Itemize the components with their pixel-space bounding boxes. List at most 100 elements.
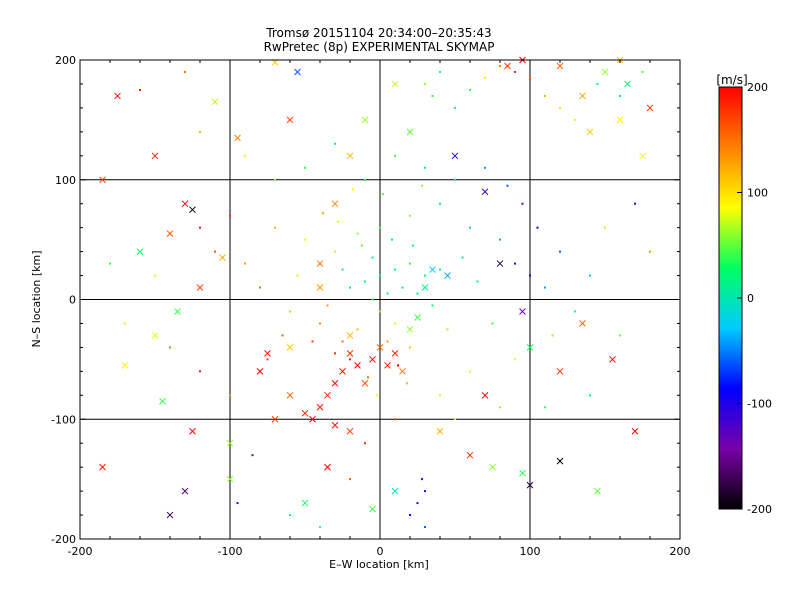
data-point-dot bbox=[499, 64, 501, 67]
data-point-dot bbox=[499, 406, 501, 409]
data-point-stroke bbox=[166, 230, 174, 237]
data-point-dot bbox=[641, 70, 644, 73]
data-point-stroke bbox=[429, 266, 436, 273]
data-point-x bbox=[579, 92, 586, 100]
data-point-dot bbox=[514, 262, 516, 265]
data-point-stroke bbox=[609, 356, 616, 363]
data-point-stroke bbox=[504, 62, 511, 70]
data-point-dot bbox=[319, 526, 321, 529]
data-point-x bbox=[189, 206, 196, 214]
data-point-x bbox=[234, 134, 241, 142]
data-point-dot bbox=[439, 70, 441, 73]
data-point-stroke bbox=[219, 254, 226, 261]
data-point-x bbox=[151, 332, 159, 339]
data-point-stroke bbox=[316, 260, 324, 267]
data-point-dot bbox=[484, 166, 486, 169]
data-point-x bbox=[226, 475, 234, 483]
data-point-stroke bbox=[519, 308, 526, 315]
data-point-x bbox=[211, 98, 219, 106]
data-point-dot bbox=[341, 340, 344, 343]
data-point-dot bbox=[421, 478, 423, 481]
data-point-stroke bbox=[346, 332, 354, 339]
data-point-dot bbox=[589, 394, 591, 397]
data-point-stroke bbox=[151, 152, 159, 160]
data-point-stroke bbox=[324, 463, 331, 471]
data-point-stroke bbox=[406, 326, 414, 333]
data-point-x bbox=[114, 92, 121, 100]
data-point-stroke bbox=[436, 427, 444, 435]
data-point-dot bbox=[349, 358, 351, 361]
data-point-x bbox=[361, 116, 369, 124]
y-tick-label: 0 bbox=[69, 294, 76, 307]
x-tick-label: -200 bbox=[68, 545, 93, 558]
data-point-dot bbox=[334, 142, 336, 145]
data-point-x bbox=[196, 284, 204, 291]
data-point-dot bbox=[397, 364, 399, 367]
chart-subtitle: RwPretec (8p) EXPERIMENTAL SKYMAP bbox=[264, 40, 495, 54]
data-point-x bbox=[556, 457, 564, 465]
data-point-stroke bbox=[624, 80, 631, 88]
data-point-dot bbox=[536, 226, 539, 229]
data-point-dot bbox=[356, 232, 359, 235]
data-point-dot bbox=[199, 370, 201, 373]
data-point-stroke bbox=[294, 68, 301, 76]
data-point-dot bbox=[274, 178, 276, 181]
data-point-stroke bbox=[369, 356, 376, 363]
data-point-x bbox=[519, 308, 526, 315]
data-point-x bbox=[391, 350, 399, 357]
data-point-stroke bbox=[354, 362, 361, 369]
data-point-x bbox=[594, 487, 601, 495]
data-point-dot bbox=[289, 310, 291, 313]
data-point-dot bbox=[259, 286, 261, 289]
data-point-dot bbox=[649, 250, 651, 253]
data-point-dot bbox=[439, 394, 441, 397]
data-point-dot bbox=[499, 238, 501, 241]
data-point-x bbox=[339, 367, 346, 375]
data-point-stroke bbox=[301, 409, 309, 417]
data-point-dot bbox=[266, 358, 269, 361]
data-point-stroke bbox=[451, 152, 459, 160]
data-point-dot bbox=[394, 322, 396, 325]
colorbar-tick-label: -200 bbox=[747, 503, 772, 516]
data-point-x bbox=[444, 272, 451, 279]
data-points bbox=[99, 56, 654, 529]
data-point-x bbox=[376, 344, 384, 351]
data-point-dot bbox=[416, 292, 419, 295]
x-axis-label: E–W location [km] bbox=[329, 558, 429, 571]
data-point-x bbox=[526, 481, 534, 489]
data-point-x bbox=[226, 439, 234, 447]
data-point-dot bbox=[421, 184, 423, 187]
data-point-x bbox=[99, 463, 106, 471]
data-point-x bbox=[391, 487, 399, 495]
data-point-x bbox=[436, 427, 444, 435]
data-point-dot bbox=[514, 358, 516, 361]
colorbar-label: [m/s] bbox=[716, 73, 747, 87]
data-point-dot bbox=[379, 226, 381, 229]
data-point-stroke bbox=[166, 511, 174, 519]
data-point-stroke bbox=[174, 308, 181, 315]
data-point-stroke bbox=[99, 176, 106, 184]
data-point-x bbox=[331, 421, 339, 429]
data-point-x bbox=[646, 104, 654, 112]
data-point-dot bbox=[461, 256, 464, 259]
data-point-x bbox=[166, 511, 174, 519]
data-point-dot bbox=[619, 334, 621, 337]
data-point-stroke bbox=[519, 469, 526, 477]
data-point-x bbox=[414, 314, 421, 321]
data-point-dot bbox=[424, 490, 426, 493]
data-point-stroke bbox=[631, 427, 639, 435]
data-point-dot bbox=[169, 346, 171, 349]
data-point-dot bbox=[544, 94, 546, 97]
y-axis-label: N–S location [km] bbox=[30, 250, 43, 347]
data-point-dot bbox=[431, 94, 434, 97]
data-point-stroke bbox=[579, 92, 586, 100]
data-point-dot bbox=[274, 226, 276, 229]
data-point-dot bbox=[469, 226, 471, 229]
y-tick-label: -100 bbox=[51, 413, 76, 426]
colorbar-tick-label: 200 bbox=[747, 81, 768, 94]
data-point-x bbox=[324, 463, 331, 471]
data-point-stroke bbox=[594, 487, 601, 495]
data-point-dot bbox=[454, 106, 456, 109]
